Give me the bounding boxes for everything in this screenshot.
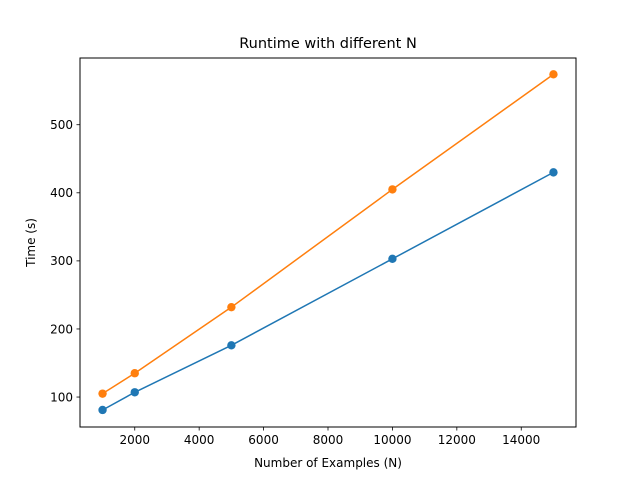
series-2-point: [227, 302, 236, 312]
y-tick-label: 200: [50, 322, 73, 336]
y-tick-label: 300: [50, 254, 73, 268]
series-2-point: [549, 70, 558, 79]
y-tick-label: 500: [50, 118, 73, 132]
series-1-point: [227, 341, 236, 350]
x-tick-label: 8000: [313, 433, 344, 447]
x-axis: 2000 4000 6000 8000 10000 12000 14000: [119, 427, 540, 447]
x-tick-label: 6000: [248, 433, 279, 447]
series-1-point: [98, 405, 107, 415]
series-2-point: [98, 389, 107, 398]
y-tick-label: 400: [50, 186, 73, 200]
series-2-point: [388, 185, 397, 194]
series-1-point: [549, 168, 558, 177]
x-tick-label: 12000: [438, 433, 476, 447]
x-axis-label: Number of Examples (N): [254, 456, 402, 470]
y-tick-label: 100: [50, 390, 73, 404]
series-1-point: [130, 388, 139, 397]
x-tick-label: 4000: [184, 433, 215, 447]
y-axis: 100 200 300 400 500: [50, 118, 80, 404]
series-1-line: [101, 171, 555, 411]
series-2-point: [130, 369, 139, 378]
plot-frame: [79, 57, 577, 428]
x-tick-label: 14000: [502, 433, 540, 447]
chart-title: Runtime with different N: [239, 36, 417, 52]
x-tick-label: 2000: [119, 433, 150, 447]
x-tick-label: 10000: [373, 433, 411, 447]
y-axis-label: Time (s): [24, 218, 38, 268]
series-1-point: [388, 254, 397, 264]
series-2-line: [101, 73, 555, 395]
plot-content: [98, 70, 558, 415]
